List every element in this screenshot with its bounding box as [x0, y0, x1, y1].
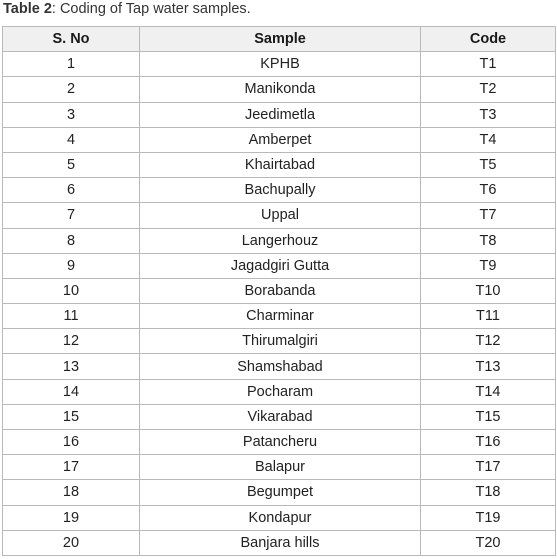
table-row: 17 Balapur T17 [2, 454, 556, 481]
cell-serial-number: 9 [2, 252, 140, 279]
cell-sample: Shamshabad [139, 353, 421, 380]
cell-code: T20 [420, 529, 556, 556]
cell-serial-number: 18 [2, 479, 140, 506]
table-row: 18 Begumpet T18 [2, 479, 556, 506]
cell-serial-number: 11 [2, 303, 140, 330]
cell-sample: KPHB [139, 51, 421, 78]
cell-code: T6 [420, 177, 556, 204]
table-row: 11 Charminar T11 [2, 303, 556, 330]
cell-sample: Kondapur [139, 504, 421, 531]
table-row: 19 Kondapur T19 [2, 504, 556, 531]
cell-code: T16 [420, 428, 556, 456]
cell-code: T11 [420, 303, 556, 330]
table-row: 8 Langerhouz T8 [2, 227, 556, 254]
cell-code: T13 [420, 353, 556, 380]
cell-code: T19 [420, 504, 556, 531]
table-row: 15 Vikarabad T15 [2, 403, 556, 431]
table-row: 10 Borabanda T10 [2, 277, 556, 305]
table-caption-text: : Coding of Tap water samples. [51, 1, 251, 17]
cell-sample: Begumpet [139, 479, 421, 506]
cell-serial-number: 12 [2, 328, 140, 355]
cell-sample: Manikonda [139, 76, 421, 103]
cell-serial-number: 10 [2, 277, 140, 305]
cell-sample: Jeedimetla [139, 101, 421, 128]
cell-code: T17 [420, 454, 556, 481]
cell-sample: Borabanda [139, 277, 421, 305]
cell-code: T14 [420, 378, 556, 405]
table-row: 4 Amberpet T4 [2, 126, 556, 153]
cell-serial-number: 1 [2, 51, 140, 78]
cell-sample: Charminar [139, 303, 421, 330]
table-row: 3 Jeedimetla T3 [2, 101, 556, 128]
cell-code: T7 [420, 202, 556, 229]
cell-code: T15 [420, 403, 556, 431]
table-caption-label: Table 2 [3, 1, 52, 17]
cell-code: T18 [420, 479, 556, 506]
cell-code: T4 [420, 126, 556, 153]
table-row: 5 Khairtabad T5 [2, 151, 556, 179]
table-caption: Table 2: Coding of Tap water samples. [3, 0, 251, 19]
table-row: 16 Patancheru T16 [2, 428, 556, 456]
cell-serial-number: 2 [2, 76, 140, 103]
cell-serial-number: 4 [2, 126, 140, 153]
cell-sample: Banjara hills [139, 529, 421, 556]
table-row: 6 Bachupally T6 [2, 177, 556, 204]
table-row: 14 Pocharam T14 [2, 378, 556, 405]
cell-serial-number: 5 [2, 151, 140, 179]
cell-code: T9 [420, 252, 556, 279]
cell-sample: Balapur [139, 454, 421, 481]
cell-sample: Pocharam [139, 378, 421, 405]
cell-code: T10 [420, 277, 556, 305]
cell-serial-number: 17 [2, 454, 140, 481]
cell-serial-number: 15 [2, 403, 140, 431]
table-row: 12 Thirumalgiri T12 [2, 328, 556, 355]
cell-code: T12 [420, 328, 556, 355]
table-body: 1 KPHB T1 2 Manikonda T2 3 Jeedimetla T3 4 Amberpe… [2, 51, 556, 556]
cell-code: T2 [420, 76, 556, 103]
cell-sample: Jagadgiri Gutta [139, 252, 421, 279]
table-row: 2 Manikonda T2 [2, 76, 556, 103]
table-header-row: S. No Sample Code [2, 25, 556, 53]
cell-serial-number: 20 [2, 529, 140, 556]
table-row: 13 Shamshabad T13 [2, 353, 556, 380]
header-sample: Sample [139, 25, 421, 53]
cell-serial-number: 13 [2, 353, 140, 380]
cell-serial-number: 19 [2, 504, 140, 531]
cell-serial-number: 6 [2, 177, 140, 204]
cell-sample: Amberpet [139, 126, 421, 153]
cell-serial-number: 3 [2, 101, 140, 128]
header-code: Code [420, 25, 556, 53]
cell-sample: Langerhouz [139, 227, 421, 254]
samples-table: S. No Sample Code 1 KPHB T1 2 Manikonda T2 3 Je… [2, 25, 556, 556]
cell-sample: Patancheru [139, 428, 421, 456]
cell-sample: Bachupally [139, 177, 421, 204]
table-row: 1 KPHB T1 [2, 51, 556, 78]
cell-serial-number: 8 [2, 227, 140, 254]
cell-serial-number: 14 [2, 378, 140, 405]
cell-sample: Thirumalgiri [139, 328, 421, 355]
table-row: 20 Banjara hills T20 [2, 529, 556, 556]
header-serial-number: S. No [2, 25, 140, 53]
cell-sample: Vikarabad [139, 403, 421, 431]
cell-sample: Uppal [139, 202, 421, 229]
cell-sample: Khairtabad [139, 151, 421, 179]
cell-code: T3 [420, 101, 556, 128]
cell-serial-number: 16 [2, 428, 140, 456]
table-row: 7 Uppal T7 [2, 202, 556, 229]
cell-code: T8 [420, 227, 556, 254]
cell-code: T5 [420, 151, 556, 179]
table-row: 9 Jagadgiri Gutta T9 [2, 252, 556, 279]
cell-serial-number: 7 [2, 202, 140, 229]
cell-code: T1 [420, 51, 556, 78]
